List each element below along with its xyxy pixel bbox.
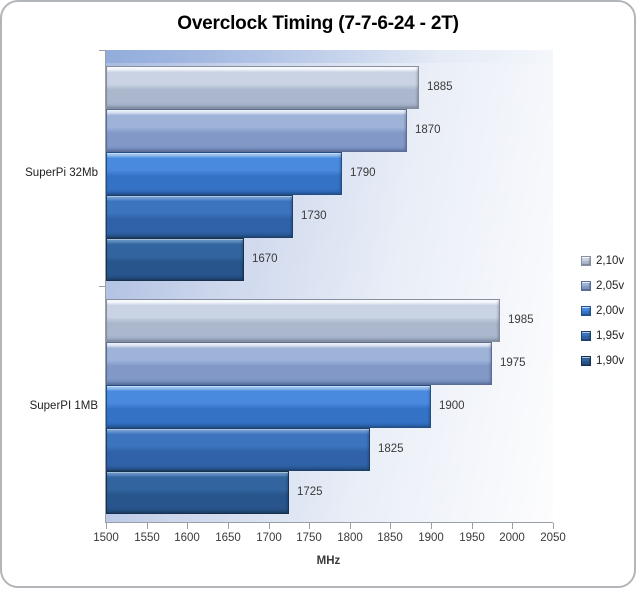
legend-item: 1,95v	[581, 323, 624, 348]
legend-swatch-icon	[581, 280, 591, 291]
x-tick-label: 1750	[296, 532, 322, 544]
bar-2-10v	[106, 66, 419, 109]
bar-value-label: 1870	[415, 124, 441, 136]
x-axis-tick	[512, 523, 513, 529]
bar-value-label: 1900	[439, 400, 465, 412]
plot-area: 1885 1985 1870 1975 1790 1900 1730 1825 1670 1725…	[93, 50, 566, 544]
legend-label: 2,00v	[596, 304, 625, 317]
category-label-superpi-32mb: SuperPi 32Mb	[25, 166, 98, 179]
x-axis-tick	[431, 523, 432, 529]
bar-value-label: 1885	[427, 81, 453, 93]
x-axis-tick	[269, 523, 270, 529]
bar-value-label: 1670	[252, 253, 278, 265]
bar-1-95v	[106, 195, 293, 238]
legend-swatch-icon	[581, 305, 591, 316]
bar-value-label: 1975	[500, 357, 526, 369]
legend-swatch-icon	[581, 330, 591, 341]
x-tick-label: 1500	[93, 532, 119, 544]
x-axis-tick	[106, 523, 107, 529]
legend-label: 1,90v	[596, 354, 625, 367]
legend-label: 1,95v	[596, 329, 625, 342]
legend-item: 2,05v	[581, 273, 624, 298]
category-axis-tick	[99, 50, 105, 51]
bar-value-label: 1730	[301, 210, 327, 222]
x-tick-label: 1850	[377, 532, 403, 544]
chart-title: Overclock Timing (7-7-6-24 - 2T)	[177, 13, 459, 34]
x-tick-label: 1950	[459, 532, 485, 544]
category-label-superpi-1mb: SuperPI 1MB	[29, 399, 98, 412]
legend-item: 2,10v	[581, 248, 624, 273]
x-tick-label: 2050	[540, 532, 566, 544]
legend-item: 2,00v	[581, 298, 624, 323]
x-axis-tick	[390, 523, 391, 529]
legend-item: 1,90v	[581, 348, 624, 373]
legend-label: 2,10v	[596, 254, 625, 267]
bar-2-05v	[106, 342, 492, 385]
x-axis-tick	[309, 523, 310, 529]
x-tick-label: 1600	[174, 532, 200, 544]
bar-2-00v	[106, 385, 431, 428]
x-axis-tick	[187, 523, 188, 529]
bar-value-label: 1725	[297, 486, 323, 498]
bar-value-label: 1825	[378, 443, 404, 455]
x-axis-tick	[553, 523, 554, 529]
bar-1-90v	[106, 238, 244, 281]
x-axis-title: MHz	[316, 555, 341, 567]
bar-2-05v	[106, 109, 407, 152]
x-axis-tick	[228, 523, 229, 529]
x-tick-label: 1800	[337, 532, 363, 544]
x-tick-label: 1550	[134, 532, 160, 544]
bar-1-95v	[106, 428, 370, 471]
x-axis-tick	[472, 523, 473, 529]
x-axis-tick	[147, 523, 148, 529]
legend: 2,10v 2,05v 2,00v 1,95v 1,90v	[581, 248, 624, 373]
bar-2-00v	[106, 152, 342, 195]
x-tick-label: 1650	[215, 532, 241, 544]
legend-swatch-icon	[581, 355, 591, 366]
bar-value-label: 1985	[508, 314, 534, 326]
x-tick-label: 1700	[256, 532, 282, 544]
bar-2-10v	[106, 299, 500, 342]
x-tick-label: 2000	[499, 532, 525, 544]
legend-swatch-icon	[581, 255, 591, 266]
bar-1-90v	[106, 471, 289, 514]
legend-label: 2,05v	[596, 279, 625, 292]
category-axis-tick	[99, 286, 105, 287]
x-axis-tick	[350, 523, 351, 529]
bar-value-label: 1790	[350, 167, 376, 179]
x-tick-label: 1900	[418, 532, 444, 544]
